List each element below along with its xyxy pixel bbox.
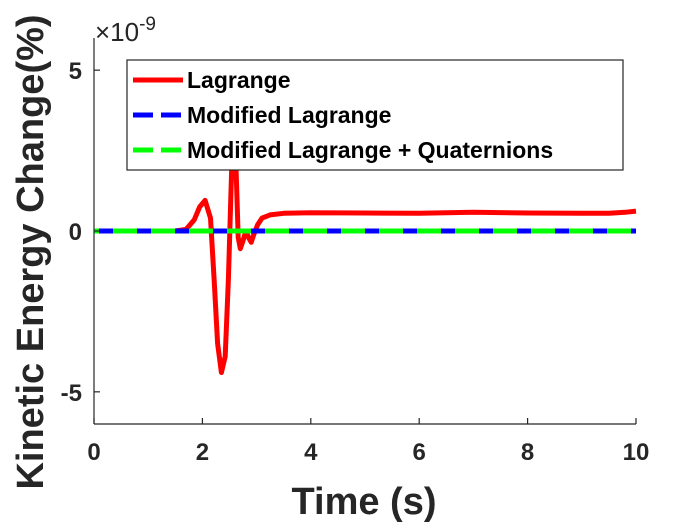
y-exponent-base: ×10 xyxy=(95,17,139,47)
x-tick-label: 4 xyxy=(304,439,318,466)
x-tick-label: 0 xyxy=(87,439,100,466)
y-tick-label: 0 xyxy=(69,219,82,246)
series-layer xyxy=(94,132,637,375)
x-tick-label: 2 xyxy=(196,439,209,466)
legend-box xyxy=(126,59,624,171)
legend-label: Lagrange xyxy=(187,67,291,93)
y-axis-title: Kinetic Energy Change(%) xyxy=(10,14,52,489)
x-tick-label: 10 xyxy=(623,439,650,466)
y-exponent-label: ×10-9 xyxy=(95,14,156,47)
x-tick-label: 6 xyxy=(413,439,426,466)
x-axis-title: Time (s) xyxy=(291,481,436,523)
x-tick-label: 8 xyxy=(521,439,534,466)
y-exponent-power: -9 xyxy=(139,14,156,35)
axes-layer: 0 2 4 6 8 10 -5 0 5 xyxy=(61,38,650,466)
series-line-lagrange xyxy=(94,132,637,375)
legend: Lagrange Modified Lagrange Modified Lagran… xyxy=(126,59,624,171)
legend-label: Modified Lagrange + Quaternions xyxy=(187,137,553,163)
y-tick-label: 5 xyxy=(69,58,82,85)
legend-label: Modified Lagrange xyxy=(187,102,391,128)
y-tick-label: -5 xyxy=(61,380,82,407)
